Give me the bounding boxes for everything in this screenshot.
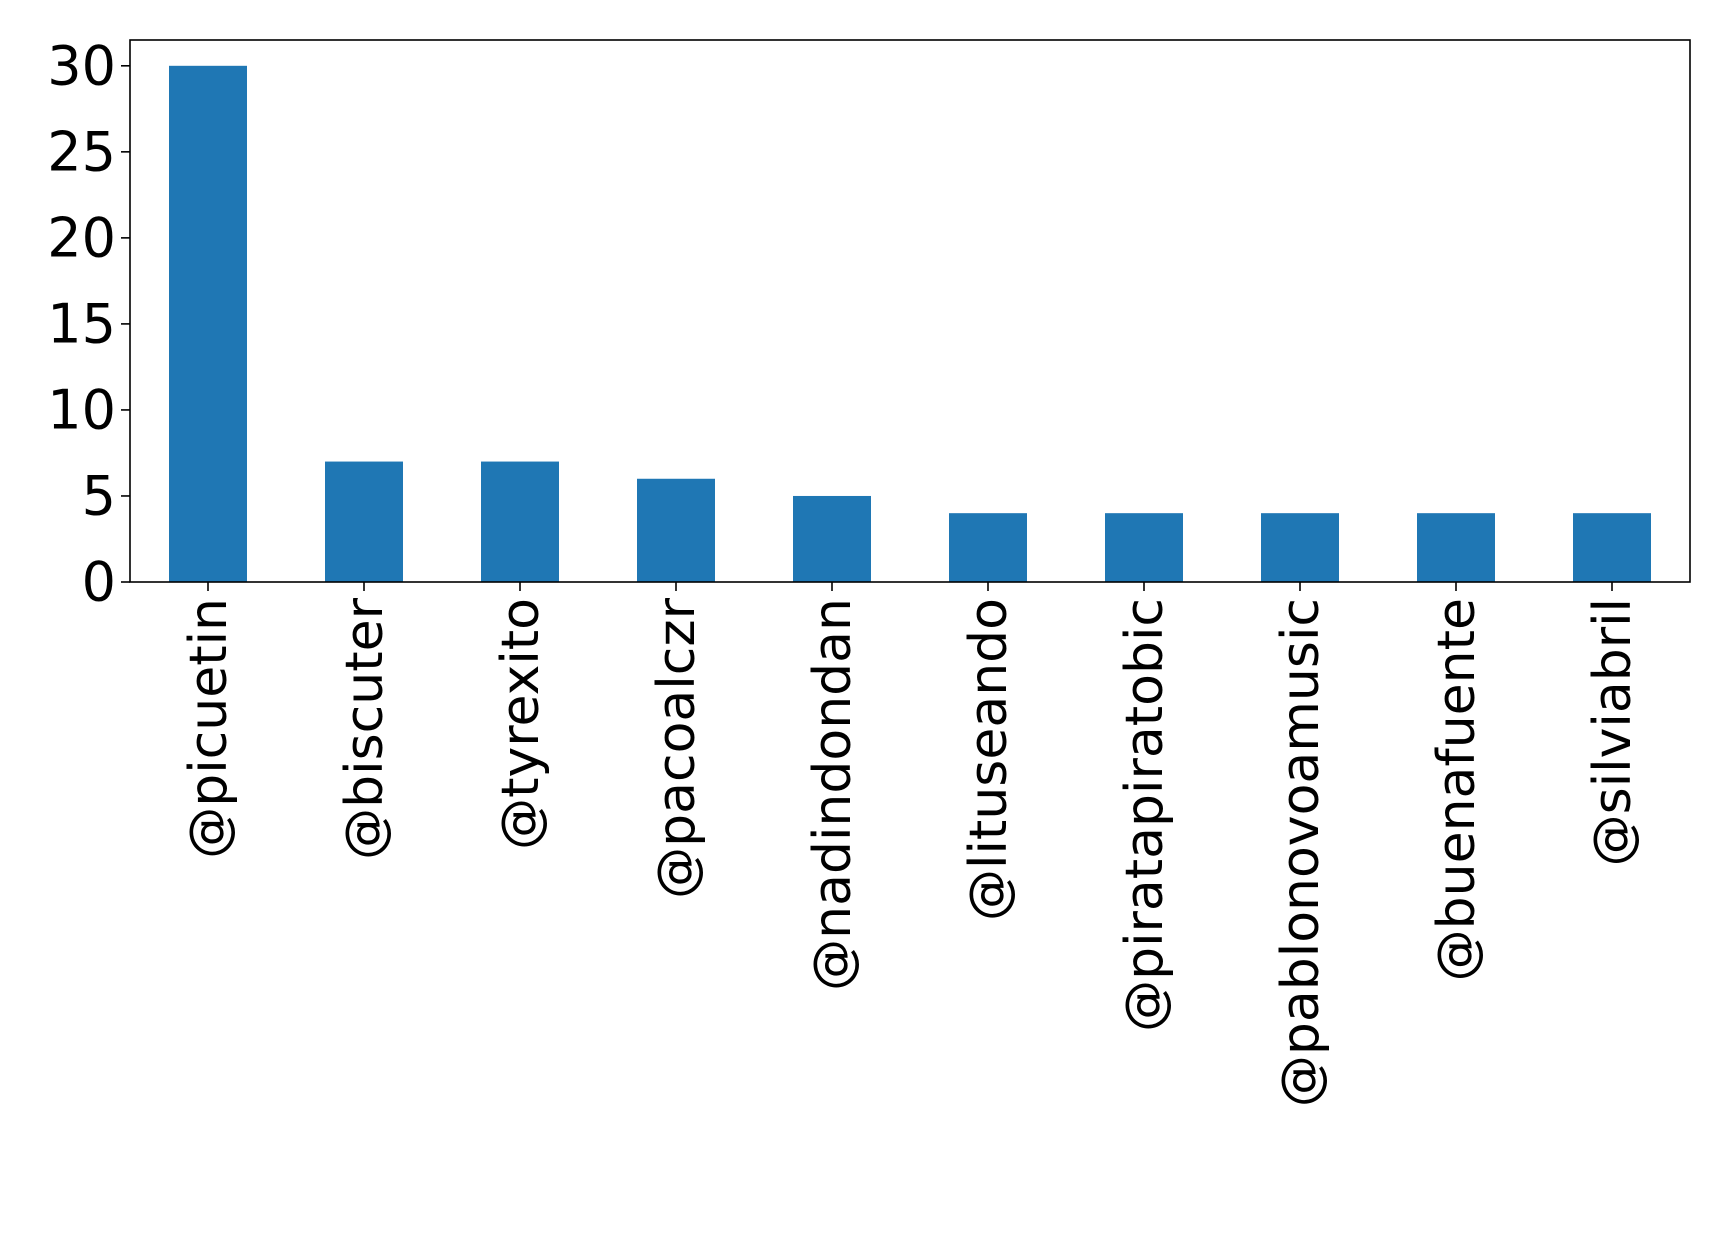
y-tick-label: 20 (47, 206, 116, 269)
y-tick-label: 15 (47, 292, 116, 355)
y-tick-label: 5 (82, 464, 116, 527)
bar-tyrexito (481, 461, 559, 582)
y-tick-label: 25 (47, 120, 116, 183)
y-tick-label: 10 (47, 378, 116, 441)
y-axis: 0 5 10 15 20 25 30 (47, 34, 130, 614)
x-tick-label: @silviabril (1583, 598, 1643, 866)
bar-silviabril (1573, 513, 1651, 582)
bar-picuetin (169, 65, 247, 583)
bar-buenafuente (1417, 513, 1495, 582)
plot-frame (129, 39, 1691, 583)
y-tick-label: 0 (82, 551, 116, 614)
x-tick-label: @pacoalczr (647, 597, 707, 898)
bar-biscuter (325, 461, 403, 582)
x-tick-label: @nadindondan (803, 598, 863, 991)
bar-piratapiratobic (1105, 513, 1183, 582)
x-tick-label: @picuetin (179, 598, 239, 859)
bar-nadindondan (793, 495, 871, 582)
x-tick-label: @biscuter (335, 597, 395, 859)
x-axis: @picuetin @biscuter @tyrexito @pacoalczr @na… (179, 582, 1643, 1107)
x-tick-label: @lituseando (959, 598, 1019, 921)
x-tick-label: @pablonovoamusic (1271, 598, 1331, 1107)
bars-group (169, 65, 1651, 583)
y-tick-label: 30 (47, 34, 116, 97)
bar-lituseando (949, 513, 1027, 582)
bar-pablonovoamusic (1261, 513, 1339, 582)
x-tick-label: @tyrexito (491, 598, 551, 850)
x-tick-label: @piratapiratobic (1115, 598, 1175, 1032)
bar-pacoalczr (637, 478, 715, 582)
x-tick-label: @buenafuente (1427, 598, 1487, 981)
